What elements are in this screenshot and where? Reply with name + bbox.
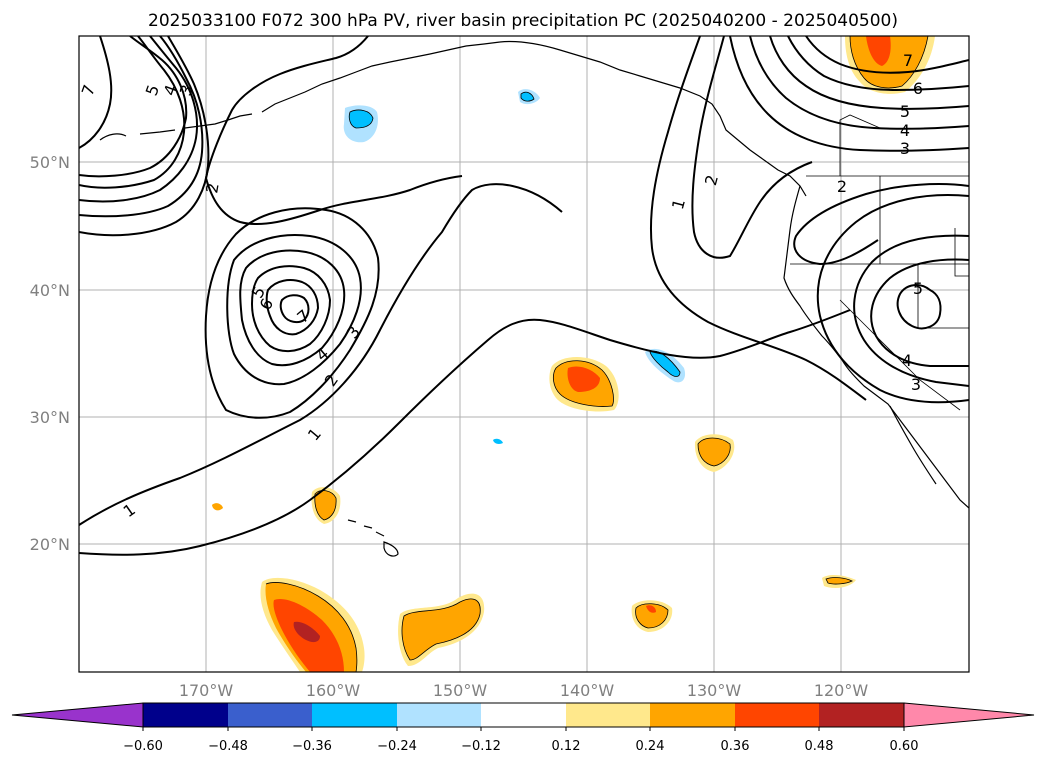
colorbar: −0.60 −0.48 −0.36 −0.24 −0.12 0.12 0.24 … bbox=[11, 702, 1035, 754]
contour-5 bbox=[250, 265, 332, 352]
colorbar-tick-label: 0.24 bbox=[636, 739, 665, 754]
west-coast bbox=[783, 185, 969, 509]
map-panel: 7 5 4 3 2 5 6 7 4 3 2 1 1 2 1 7 6 5 4 3 bbox=[78, 35, 970, 673]
contour-ne-6 bbox=[787, 36, 969, 92]
lon-label: 140°W bbox=[560, 681, 615, 700]
map-title: 2025033100 F072 300 hPa PV, river basin … bbox=[148, 11, 898, 31]
colorbar-bin bbox=[481, 703, 566, 727]
lat-label: 20°N bbox=[30, 535, 70, 554]
lat-labels: 50°N 40°N 30°N 20°N bbox=[30, 153, 70, 554]
colorbar-tick-label: −0.12 bbox=[461, 739, 501, 754]
colorbar-tick-label: −0.60 bbox=[123, 739, 163, 754]
ca-nv-border bbox=[839, 299, 961, 411]
contour-se-2 bbox=[793, 183, 969, 266]
lon-label: 130°W bbox=[687, 681, 742, 700]
contour-ne-4 bbox=[749, 36, 969, 130]
map-background bbox=[79, 36, 969, 672]
contour-se-4 bbox=[853, 234, 969, 387]
lon-label: 120°W bbox=[814, 681, 869, 700]
contour-west-1 bbox=[79, 36, 188, 178]
contour-se-4b bbox=[870, 258, 969, 367]
coastlines bbox=[99, 40, 969, 557]
colorbar-tick-label: 0.48 bbox=[805, 739, 834, 754]
colorbar-tick-label: −0.36 bbox=[292, 739, 332, 754]
graticule bbox=[79, 36, 969, 672]
precip-shading bbox=[212, 36, 935, 672]
contour-6 bbox=[265, 279, 320, 336]
colorbar-bin bbox=[650, 703, 735, 727]
contour-label: 6 bbox=[913, 79, 923, 98]
contour-1-a bbox=[79, 183, 563, 526]
lat-label: 30°N bbox=[30, 408, 70, 427]
contour-7 bbox=[279, 294, 310, 324]
contour-label: 2 bbox=[202, 181, 222, 194]
contour-4 bbox=[239, 249, 346, 367]
contour-2-closed bbox=[204, 207, 380, 419]
contour-west-2 bbox=[79, 36, 198, 203]
contour-label: 1 bbox=[668, 197, 689, 212]
colorbar-bin bbox=[397, 703, 481, 727]
contour-label: 5 bbox=[913, 279, 923, 298]
contour-ne-5 bbox=[769, 36, 969, 110]
colorbar-extend-high bbox=[903, 702, 1035, 728]
lon-label: 150°W bbox=[433, 681, 488, 700]
colorbar-bin bbox=[312, 703, 397, 727]
lat-label: 40°N bbox=[30, 281, 70, 300]
pv-contours bbox=[79, 36, 969, 556]
colorbar-bin bbox=[143, 703, 228, 727]
contour-2-north bbox=[205, 36, 463, 226]
contour-label: 4 bbox=[902, 351, 912, 370]
lon-labels: 170°W 160°W 150°W 140°W 130°W 120°W bbox=[179, 681, 869, 700]
contour-label: 4 bbox=[900, 121, 910, 140]
baja-coast bbox=[889, 405, 937, 485]
colorbar-ticks bbox=[142, 727, 905, 731]
precip-outlines bbox=[265, 36, 929, 672]
contour-label: 3 bbox=[911, 375, 921, 394]
contour-label: 3 bbox=[900, 139, 910, 158]
contour-label: 2 bbox=[837, 177, 847, 196]
colorbar-bin bbox=[819, 703, 904, 727]
contour-west-6 bbox=[79, 36, 113, 149]
contour-label: 2 bbox=[701, 173, 722, 188]
colorbar-bin bbox=[735, 703, 819, 727]
colorbar-frame bbox=[142, 702, 905, 728]
contour-label: 7 bbox=[903, 51, 913, 70]
aleutian-coast bbox=[99, 41, 501, 141]
contour-west-5 bbox=[79, 36, 186, 189]
lon-label: 170°W bbox=[179, 681, 234, 700]
contour-ne-3 bbox=[729, 36, 969, 152]
contour-1-b bbox=[79, 309, 851, 556]
contour-west-4 bbox=[79, 36, 204, 218]
gulf-alaska-coast bbox=[499, 40, 807, 197]
colorbar-bin bbox=[228, 703, 312, 727]
colorbar-bin bbox=[566, 703, 650, 727]
contour-3 bbox=[226, 234, 362, 386]
map-frame bbox=[78, 35, 970, 673]
hawaii-coast bbox=[347, 519, 399, 557]
colorbar-tick-label: 0.36 bbox=[721, 739, 750, 754]
lon-label: 160°W bbox=[306, 681, 361, 700]
contour-ne-7 bbox=[805, 36, 969, 74]
colorbar-extend-low bbox=[11, 702, 144, 728]
contour-se-3 bbox=[816, 194, 969, 404]
lat-label: 50°N bbox=[30, 153, 70, 172]
contour-east-2 bbox=[691, 36, 813, 259]
colorbar-tick-label: 0.12 bbox=[552, 739, 581, 754]
precip-blob-tiny-169w bbox=[212, 503, 223, 511]
contour-east-1 bbox=[649, 36, 867, 401]
contour-label: 5 bbox=[900, 102, 910, 121]
colorbar-tick-label: −0.48 bbox=[208, 739, 248, 754]
contour-se-5 bbox=[896, 284, 942, 330]
colorbar-tick-label: −0.24 bbox=[377, 739, 417, 754]
precip-blob-tiny-148w bbox=[493, 438, 503, 444]
colorbar-tick-label: 0.60 bbox=[890, 739, 919, 754]
